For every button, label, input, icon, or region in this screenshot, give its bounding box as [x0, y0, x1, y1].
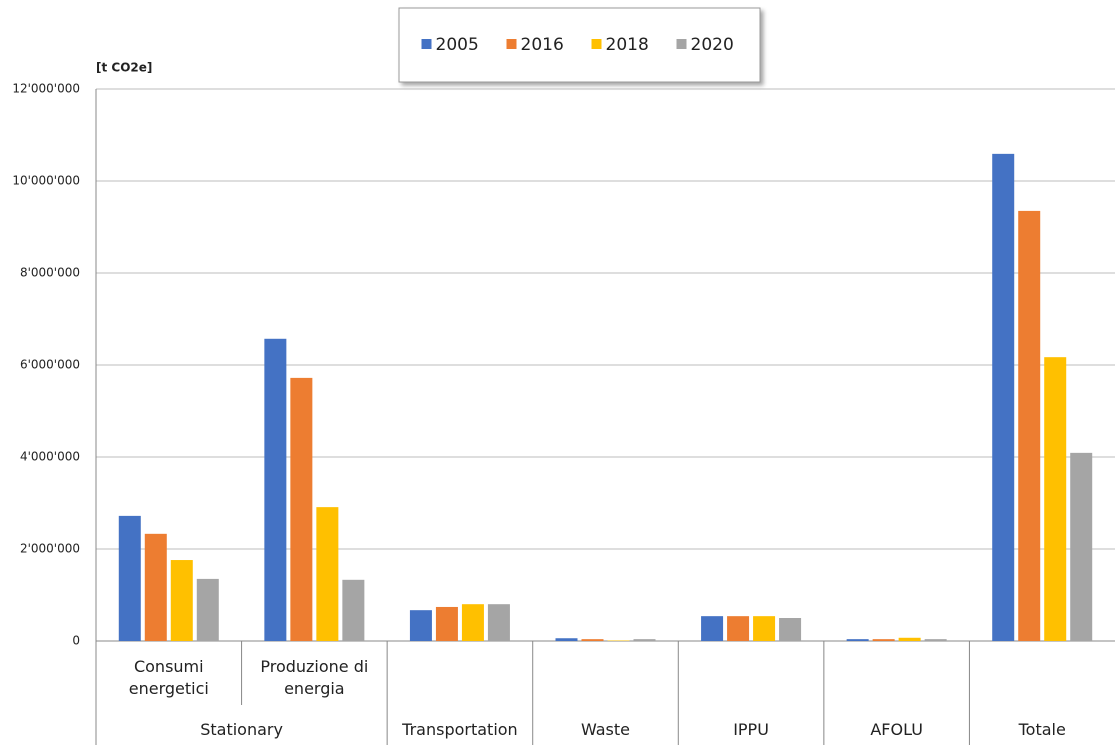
bar [555, 638, 578, 641]
legend-label: 2016 [521, 35, 564, 55]
bar [779, 618, 802, 641]
y-tick-label: 10'000'000 [12, 174, 80, 188]
bar [118, 515, 141, 641]
bar [144, 533, 167, 641]
bar [1044, 357, 1067, 641]
x-tick-label: IPPU [733, 720, 769, 739]
y-tick-label: 4'000'000 [20, 450, 80, 464]
y-axis-label: [t CO2e] [96, 61, 152, 75]
legend-label: 2018 [606, 35, 649, 55]
bar [846, 639, 869, 641]
legend-box [398, 7, 761, 83]
x-tick-label: Produzione di energia [260, 657, 369, 698]
x-tick-label: Consumi energetici [128, 657, 209, 698]
y-tick-label: 12'000'000 [12, 82, 80, 96]
bar [461, 604, 484, 641]
bar [898, 637, 921, 641]
x-tick-label: Totale [1018, 720, 1066, 739]
bar [290, 377, 313, 641]
x-tick-label: AFOLU [870, 720, 923, 739]
bar [487, 604, 510, 641]
bar [1018, 210, 1041, 641]
bar [701, 616, 724, 641]
legend: 2005 2016 2018 2020 [398, 7, 761, 83]
bar [753, 616, 776, 641]
bar [727, 616, 750, 641]
bar [170, 560, 193, 641]
x-tick-label: Waste [580, 720, 631, 739]
bar [342, 579, 365, 641]
y-tick-label: 6'000'000 [20, 358, 80, 372]
legend-swatch [421, 39, 432, 49]
legend-swatch [591, 39, 602, 49]
bar [581, 639, 604, 641]
bar [1070, 452, 1093, 641]
x-tick-label: Transportation [402, 720, 518, 739]
bar [316, 507, 339, 641]
bar [196, 578, 219, 641]
legend-swatch [676, 39, 687, 49]
bar [435, 606, 458, 641]
bar [409, 610, 432, 641]
bar [264, 338, 287, 641]
legend-label: 2020 [691, 35, 734, 55]
bar [924, 639, 947, 641]
bar [633, 639, 656, 641]
legend-label: 2005 [436, 35, 479, 55]
y-tick-label: 2'000'000 [20, 542, 80, 556]
y-tick-label: 8'000'000 [20, 266, 80, 280]
y-tick-label: 0 [72, 634, 80, 648]
bar [872, 639, 895, 641]
bar [992, 153, 1015, 642]
group-label: Stationary [200, 720, 283, 739]
legend-swatch [506, 39, 517, 49]
